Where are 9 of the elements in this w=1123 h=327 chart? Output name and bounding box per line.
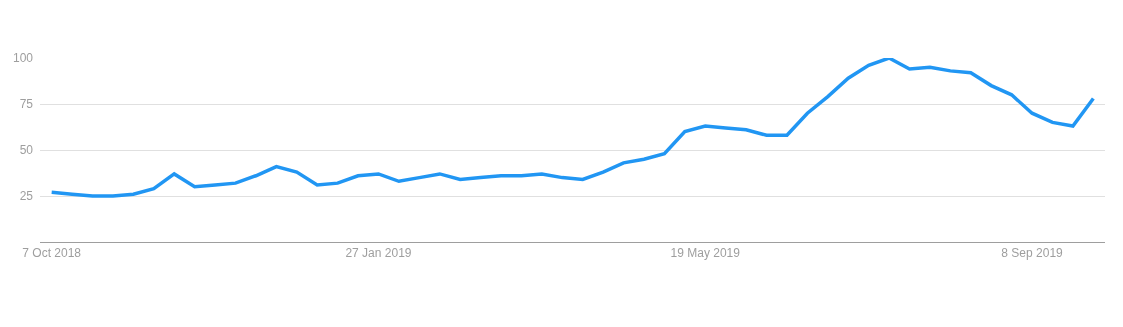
x-tick-label: 8 Sep 2019 — [1001, 246, 1064, 261]
x-tick-label: 19 May 2019 — [670, 246, 741, 261]
y-tick-label: 75 — [19, 97, 34, 112]
y-tick-label: 25 — [19, 189, 34, 204]
y-tick-label: 50 — [19, 143, 34, 158]
line-series — [49, 58, 1096, 198]
x-tick-label: 27 Jan 2019 — [345, 246, 412, 261]
y-tick-label: 100 — [12, 51, 34, 66]
x-tick-label: 7 Oct 2018 — [22, 246, 82, 261]
